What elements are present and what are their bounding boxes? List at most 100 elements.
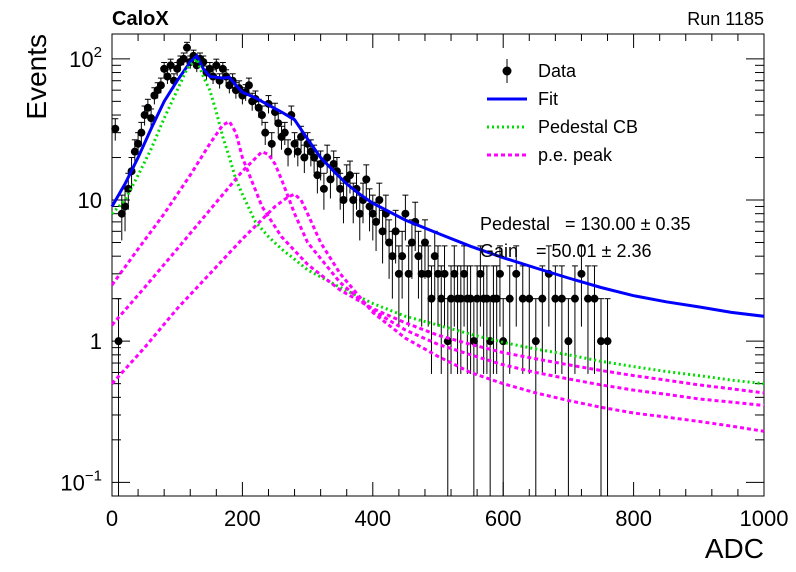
data-point [492,294,501,303]
data-point [473,294,482,303]
legend-label: Data [538,61,577,81]
data-point [182,43,191,52]
data-point [466,294,475,303]
data-point [267,139,276,148]
data-point [173,64,182,73]
data-point [420,238,429,247]
data-point [140,111,149,120]
fit-curve [110,53,765,318]
data-point [147,114,156,123]
axis-ticks: 0 200 400 600 800 1000 10−1 1 10 102 [60,34,788,531]
data-point [323,153,332,162]
run-label: Run 1185 [687,9,764,29]
data-point [349,196,358,205]
data-point [306,147,315,156]
data-point [460,269,469,278]
data-point [257,111,266,120]
pedestal-label: Pedestal [480,214,550,234]
data-point [440,269,449,278]
data-point [345,171,354,180]
data-point [551,294,560,303]
data-point [300,153,309,162]
data-point [577,269,586,278]
experiment-label: CaloX [112,8,169,30]
data-point [375,196,384,205]
data-point [163,72,172,81]
data-point [512,269,521,278]
legend-label: p.e. peak [538,145,613,165]
data-point [430,252,439,261]
data-point [372,217,381,226]
data-point [407,238,416,247]
plot-frame [111,33,765,497]
data-point [355,209,364,218]
data-point [417,269,426,278]
data-point [114,337,123,346]
pe-peak-curve-4 [110,149,765,407]
x-tick-label: 0 [106,506,118,531]
data-point [212,61,221,70]
data-point [365,202,374,211]
data-point [293,147,302,156]
x-tick-label: 400 [354,506,391,531]
data-point [378,227,387,236]
data-point [274,119,283,128]
y-axis-title: Events [21,34,52,120]
data-point [336,184,345,193]
data-point [326,175,335,184]
gain-label: Gain [480,241,518,261]
data-point [130,147,139,156]
data-point [388,252,397,261]
data-point [482,294,491,303]
data-point [179,54,188,63]
data-point [310,153,319,162]
data-point [394,269,403,278]
data-point [134,139,143,148]
data-point [111,124,120,133]
data-point [329,159,338,168]
data-point [284,147,293,156]
data-point [538,294,547,303]
data-point [583,294,592,303]
data-point [244,81,253,90]
legend-label: Pedestal CB [538,117,638,137]
data-point [518,294,527,303]
x-tick-label: 600 [485,506,522,531]
x-axis-title: ADC [705,533,764,564]
data-point [476,269,485,278]
data-point [290,139,299,148]
data-point [424,269,433,278]
legend-data-marker [502,66,512,76]
data-point [205,64,214,73]
data-point [117,209,126,218]
data-point [218,64,227,73]
data-point [401,209,410,218]
data-point [434,269,442,278]
data-point [443,337,452,346]
data-point [156,81,165,90]
data-point [385,238,394,247]
data-point [398,252,407,261]
data-point [261,128,270,137]
data-point [505,294,514,303]
data-point [319,184,328,193]
x-tick-label: 1000 [740,506,789,531]
data-point [404,269,413,278]
data-point [280,128,289,137]
data-point [437,294,446,303]
data-point [531,337,540,346]
data-point [456,294,465,303]
y-tick-label: 10 [78,188,102,213]
data-point [166,61,175,70]
gain-value: = 50.01 ± 2.36 [536,241,651,261]
data-point [564,337,573,346]
data-point [339,196,348,205]
data-point [143,103,152,112]
data-point [557,294,566,303]
data-point [316,159,325,168]
pedestal-curve [110,56,765,386]
plot-border [111,33,765,497]
data-point [525,294,534,303]
data-point [570,294,579,303]
